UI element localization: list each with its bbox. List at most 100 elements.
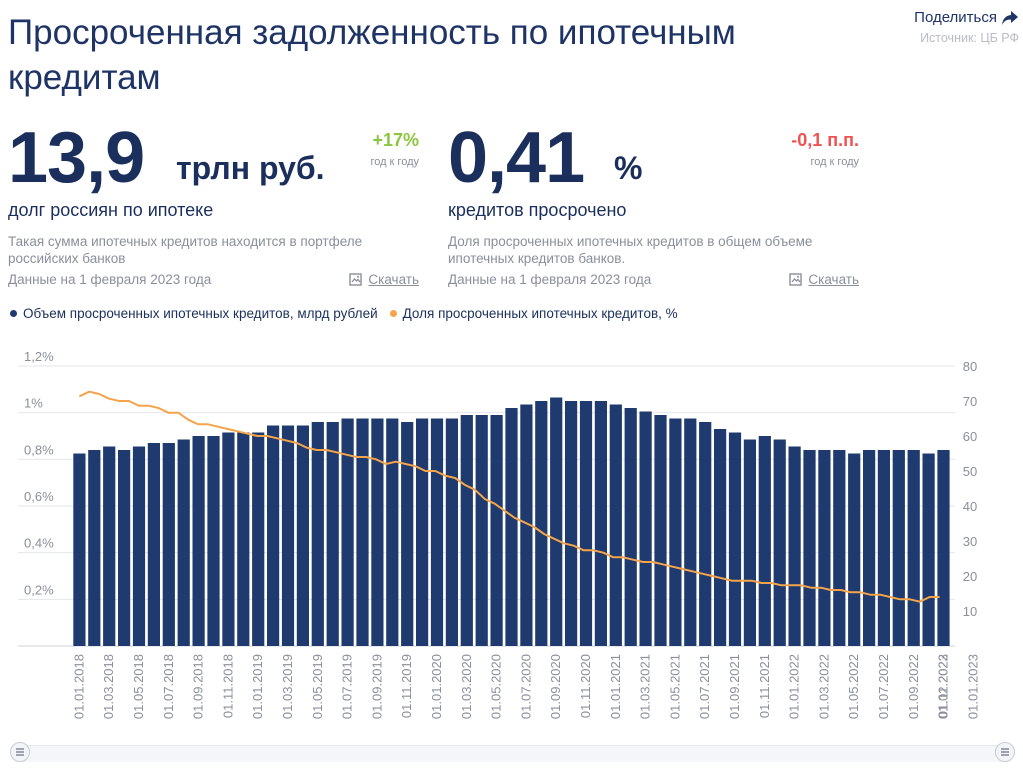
bar — [609, 404, 622, 646]
x-axis-tick-label: 01.01.2022 — [787, 654, 802, 719]
bar — [192, 436, 205, 646]
x-axis-tick-label: 01.05.2018 — [131, 654, 146, 719]
legend-bullet-line — [389, 310, 397, 317]
bar — [803, 450, 816, 646]
x-axis-tick-label: 01.03.2020 — [459, 654, 474, 719]
bar — [624, 408, 637, 646]
legend-label: Доля просроченных ипотечных кредитов, % — [402, 306, 678, 321]
navigator-handle-left[interactable] — [10, 742, 30, 762]
kpi-value: 0,41 — [448, 118, 585, 198]
x-axis-tick-label: 01.11.2019 — [399, 654, 414, 718]
y-axis-left-tick-label: 0,4% — [24, 536, 54, 551]
bar — [639, 411, 652, 646]
bar — [818, 450, 831, 646]
y-axis-right-tick-label: 10 — [963, 604, 977, 619]
legend-item-share[interactable]: Доля просроченных ипотечных кредитов, % — [389, 306, 678, 321]
bar — [922, 453, 935, 646]
bar — [132, 446, 146, 646]
y-axis-right-tick-label: 40 — [963, 499, 977, 514]
x-axis-tick-label: 01.05.2021 — [667, 654, 682, 719]
bar — [73, 453, 86, 646]
bar — [207, 436, 220, 646]
kpi-overdue-share: 0,41 % -0,1 п.п. год к году кредитов про… — [448, 118, 863, 292]
y-axis-left-tick-label: 1% — [24, 396, 43, 411]
x-axis-tick-label: 01.09.2018 — [191, 654, 206, 719]
y-axis-right-tick-label: 70 — [963, 394, 977, 409]
x-axis-tick-label: 01.07.2021 — [697, 654, 712, 719]
y-axis-right-tick-label: 50 — [963, 464, 977, 479]
x-axis-tick-label: 01.11.2022 — [936, 654, 951, 718]
chart-legend: Объем просроченных ипотечных кредитов, м… — [10, 306, 678, 321]
range-navigator[interactable] — [10, 741, 1015, 765]
bar — [490, 415, 503, 646]
x-axis-tick-label: 01.03.2019 — [280, 654, 295, 719]
bar — [758, 436, 771, 646]
y-axis-right-tick-label: 20 — [963, 569, 977, 584]
x-axis-tick-label: 01.03.2021 — [638, 654, 653, 719]
bar — [445, 418, 458, 646]
download-icon — [789, 273, 803, 286]
bar — [386, 418, 399, 646]
x-axis-tick-label: 01.03.2022 — [816, 654, 831, 719]
bar — [162, 443, 175, 646]
y-axis-left-tick-label: 0,6% — [24, 489, 54, 504]
download-link[interactable]: Скачать — [349, 272, 419, 287]
series-line — [78, 390, 940, 603]
kpi-unit: % — [614, 150, 643, 186]
bar — [416, 418, 429, 646]
x-axis-tick-label: 01.07.2022 — [876, 654, 891, 719]
share-label: Поделиться — [914, 9, 997, 26]
chart-canvas: 0,2% 0,4% 0,6% 0,8% 1% 1,2% 10 20 30 40 50 60 70 80 01… — [18, 349, 980, 719]
bar — [937, 450, 950, 646]
x-axis-tick-label: 01.11.2021 — [757, 654, 772, 718]
bar — [460, 415, 473, 646]
kpi-unit: трлн руб. — [176, 150, 325, 186]
x-axis-tick-label: 01.01.2020 — [429, 654, 444, 719]
bar — [594, 401, 607, 646]
navigator-track[interactable] — [20, 745, 1005, 762]
bar — [892, 450, 905, 646]
legend-bullet-bar — [10, 310, 17, 317]
x-axis-tick-label: 01.09.2019 — [369, 654, 384, 719]
bar — [654, 415, 667, 646]
x-axis-tick-label: 01.01.2021 — [608, 654, 623, 719]
bar — [103, 446, 116, 646]
grip-icon — [1001, 748, 1009, 756]
bar — [714, 429, 727, 646]
x-axis-tick-label: 01.11.2018 — [220, 654, 235, 718]
bar — [505, 408, 518, 646]
bar — [252, 432, 265, 646]
bar — [147, 443, 160, 646]
y-axis-left-tick-label: 0,2% — [24, 582, 54, 597]
x-axis-tick-label: 01.09.2021 — [727, 654, 742, 719]
bar — [520, 404, 533, 646]
download-label: Скачать — [368, 272, 419, 287]
x-axis-tick-label: 01.05.2019 — [310, 654, 325, 719]
bar — [222, 432, 235, 646]
x-axis-tick-label: 01.07.2018 — [161, 654, 176, 719]
y-axis-left-tick-label: 1,2% — [24, 349, 54, 364]
bar — [341, 418, 354, 646]
share-arrow-icon — [1002, 10, 1018, 25]
x-axis-tick-label: 01.01.2018 — [71, 654, 86, 719]
x-axis-tick-label: 01.11.2020 — [578, 654, 593, 718]
legend-label: Объем просроченных ипотечных кредитов, м… — [23, 306, 378, 321]
bar — [877, 450, 890, 646]
bar — [356, 418, 369, 646]
bar — [699, 422, 712, 646]
kpi-delta: +17% — [372, 130, 419, 150]
kpi-delta-note: год к году — [810, 156, 859, 168]
kpi-caption: долг россиян по ипотеке — [8, 200, 214, 220]
bar — [907, 450, 920, 646]
x-axis-tick-label: 01.05.2020 — [489, 654, 504, 719]
navigator-handle-right[interactable] — [995, 742, 1015, 762]
legend-item-volume[interactable]: Объем просроченных ипотечных кредитов, м… — [10, 306, 378, 321]
bar — [743, 439, 756, 646]
bar — [311, 422, 324, 646]
bar — [237, 432, 250, 646]
share-button[interactable]: Поделиться — [914, 9, 1019, 26]
download-link[interactable]: Скачать — [789, 272, 859, 287]
bar — [296, 425, 309, 646]
bar — [430, 418, 444, 646]
kpi-delta: -0,1 п.п. — [791, 130, 859, 150]
